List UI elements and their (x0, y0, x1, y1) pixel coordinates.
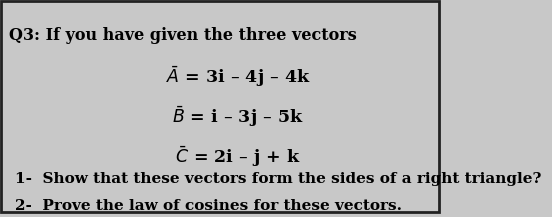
Text: $\bar{A}$ = 3i – 4j – 4k: $\bar{A}$ = 3i – 4j – 4k (166, 64, 310, 89)
Text: Q3: If you have given the three vectors: Q3: If you have given the three vectors (9, 27, 357, 44)
FancyBboxPatch shape (2, 1, 439, 212)
Text: 1-  Show that these vectors form the sides of a right triangle?: 1- Show that these vectors form the side… (14, 172, 541, 186)
Text: $\bar{B}$ = i – 3j – 5k: $\bar{B}$ = i – 3j – 5k (172, 104, 304, 129)
Text: $\bar{C}$ = 2i – j + k: $\bar{C}$ = 2i – j + k (175, 144, 301, 169)
Text: 2-  Prove the law of cosines for these vectors.: 2- Prove the law of cosines for these ve… (14, 199, 401, 213)
